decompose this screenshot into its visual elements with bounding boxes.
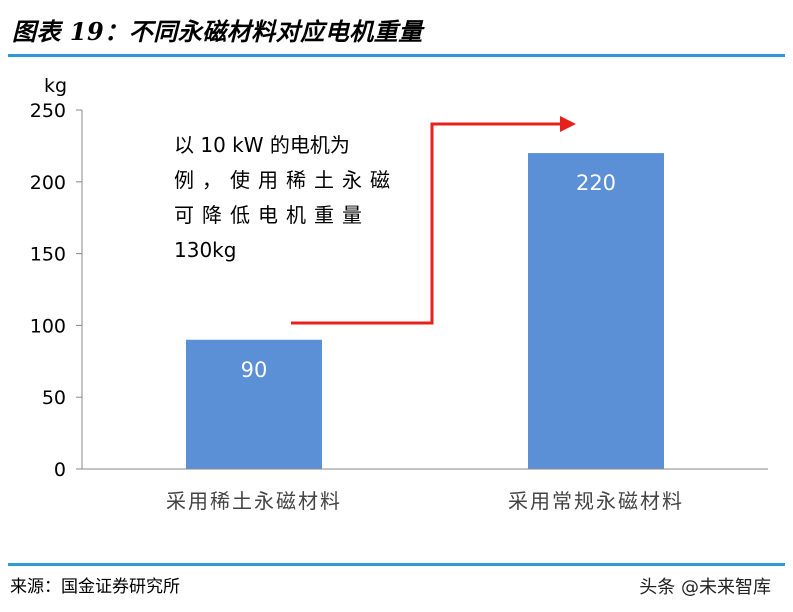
y-tick-label: 50 (42, 387, 66, 409)
bar-chart: kg 0 50 100 150 200 250 90 220 采用稀土永磁材料 采用常规永磁材… (30, 75, 768, 513)
watermark: 头条 @未来智库 (639, 577, 771, 598)
bottom-divider (8, 563, 785, 566)
bar-value-label: 90 (241, 358, 268, 382)
annotation-line-1: 以 10 kW 的电机为 (174, 133, 350, 157)
arrow-path (291, 122, 562, 325)
y-tick-label: 150 (30, 244, 66, 266)
x-category-label: 采用稀土永磁材料 (166, 489, 342, 513)
top-divider (8, 54, 785, 57)
arrow-head (560, 116, 576, 132)
annotation-line-4: 130kg (174, 238, 237, 262)
y-axis-unit-label: kg (44, 75, 67, 97)
source-note: 来源：国金证券研究所 (10, 577, 180, 597)
y-tick-label: 100 (30, 315, 66, 337)
bars-group: 90 220 (186, 153, 664, 469)
x-axis-labels: 采用稀土永磁材料 采用常规永磁材料 (166, 489, 684, 513)
red-arrow-annotation (291, 116, 576, 325)
y-tick-label: 0 (54, 459, 66, 481)
figure-title: 图表 19：不同永磁材料对应电机重量 (12, 17, 423, 46)
y-tick-label: 200 (30, 172, 66, 194)
annotation-line-2: 例，使用稀土永磁 (174, 168, 398, 192)
annotation-line-3: 可降低电机重量 (174, 203, 370, 227)
x-category-label: 采用常规永磁材料 (508, 489, 684, 513)
y-tick-label: 250 (30, 100, 66, 122)
bar-value-label: 220 (576, 171, 616, 195)
bar (528, 153, 664, 469)
bar (186, 339, 322, 469)
y-axis: 0 50 100 150 200 250 (30, 100, 83, 481)
annotation-note: 以 10 kW 的电机为 例，使用稀土永磁 可降低电机重量 130kg (174, 128, 424, 268)
